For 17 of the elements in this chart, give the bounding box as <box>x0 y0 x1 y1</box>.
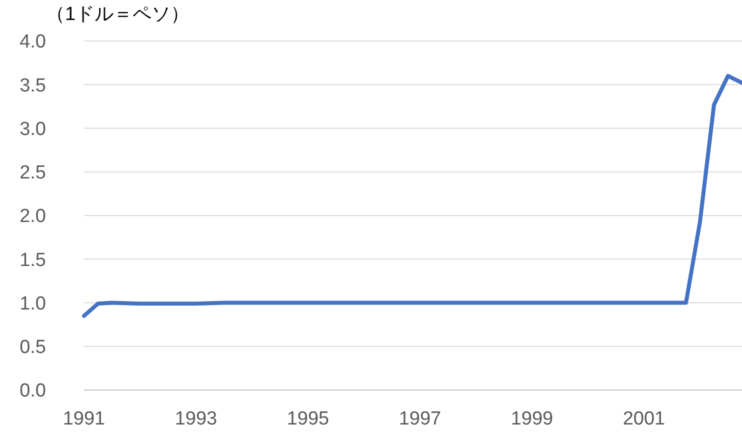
x-tick-label: 1993 <box>174 408 218 430</box>
x-tick-label: 1997 <box>398 408 442 430</box>
x-tick-label: 1995 <box>286 408 330 430</box>
y-tick-label: 4.0 <box>20 32 46 53</box>
y-tick-label: 3.5 <box>20 75 46 96</box>
line-series <box>82 74 742 318</box>
y-tick-label: 0.5 <box>20 337 46 358</box>
y-tick-label: 3.0 <box>20 118 46 140</box>
y-axis-title: （1ドル＝ペソ） <box>46 4 190 25</box>
x-tick-label: 2001 <box>622 408 666 430</box>
y-tick-label: 2.5 <box>20 162 46 184</box>
x-tick-label: 1991 <box>62 408 106 430</box>
x-tick-label: 1999 <box>510 408 554 430</box>
y-tick-label: 2.0 <box>20 206 46 228</box>
y-tick-label: 1.0 <box>20 293 46 314</box>
y-tick-label: 0.0 <box>20 380 46 402</box>
y-tick-label: 1.5 <box>20 250 46 271</box>
